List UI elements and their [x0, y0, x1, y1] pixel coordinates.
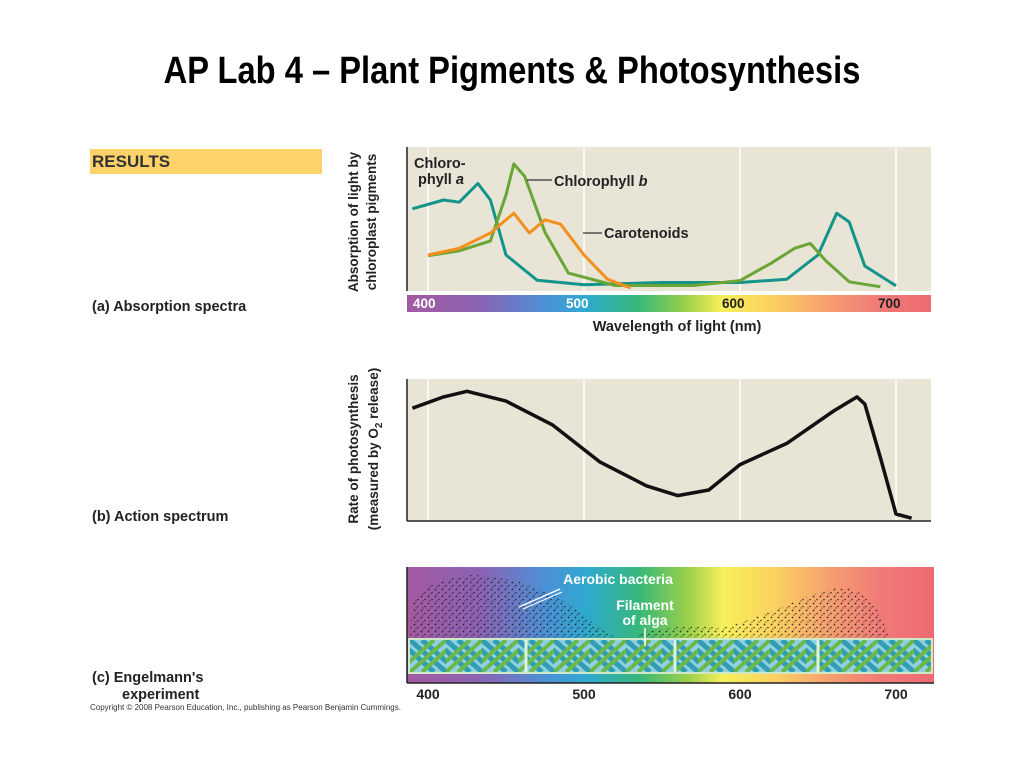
panel-c-label-line1: (c) Engelmann's — [92, 670, 204, 686]
copyright-notice: Copyright © 2008 Pearson Education, Inc.… — [90, 703, 401, 712]
panel-b-chart: Rate of photosynthesis (measured by O2 r… — [346, 368, 931, 530]
panel-a-ylabel-line1: Absorption of light by — [346, 151, 361, 292]
results-banner: RESULTS — [90, 149, 322, 174]
carotenoids-label: Carotenoids — [604, 226, 689, 242]
alga-filament — [410, 640, 931, 672]
tick-a-400: 400 — [413, 296, 436, 311]
chlorophyll-b-line — [427, 162, 881, 289]
chlorophyll-a-label-line2: phyll a — [418, 172, 464, 188]
chlorophyll-a-label-line1: Chloro- — [414, 156, 466, 172]
filament-label-line1: Filament — [616, 597, 674, 613]
tick-a-500: 500 — [566, 296, 589, 311]
panel-c-label: (c) Engelmann's experiment — [92, 670, 203, 704]
aerobic-bacteria-cloud — [410, 575, 890, 640]
spectrum-bar-a — [407, 295, 931, 312]
panel-c-experiment: Aerobic bacteria Filament of alga 400 50… — [406, 567, 934, 702]
panel-b-label: (b) Action spectrum — [92, 509, 229, 525]
panel-a-xlabel: Wavelength of light (nm) — [593, 319, 762, 335]
panel-a-label: (a) Absorption spectra — [92, 299, 247, 315]
filament-label-line2: of alga — [622, 612, 667, 628]
tick-c-700: 700 — [884, 686, 908, 702]
tick-a-600: 600 — [722, 296, 745, 311]
panel-a-ylabel-line2: chloroplast pigments — [364, 154, 379, 291]
panel-b-ylabel-line2: (measured by O2 release) — [366, 368, 385, 530]
panel-b-ylabel-line1: Rate of photosynthesis — [346, 374, 361, 523]
slide-title: AP Lab 4 – Plant Pigments & Photosynthes… — [163, 50, 861, 92]
chlorophyll-b-label: Chlorophyll b — [554, 174, 648, 190]
tick-c-600: 600 — [728, 686, 752, 702]
panel-c-label-line2: experiment — [122, 687, 200, 703]
panel-a-chart: Chloro- phyll a Chlorophyll b Carotenoid… — [346, 147, 931, 335]
action-spectrum-line — [411, 389, 913, 520]
aerobic-bacteria-label: Aerobic bacteria — [563, 571, 673, 587]
tick-c-400: 400 — [416, 686, 440, 702]
panel-b-background — [407, 379, 931, 521]
panel-a-background — [407, 147, 931, 291]
tick-a-700: 700 — [878, 296, 901, 311]
tick-c-500: 500 — [572, 686, 596, 702]
carotenoids-line — [427, 211, 632, 290]
